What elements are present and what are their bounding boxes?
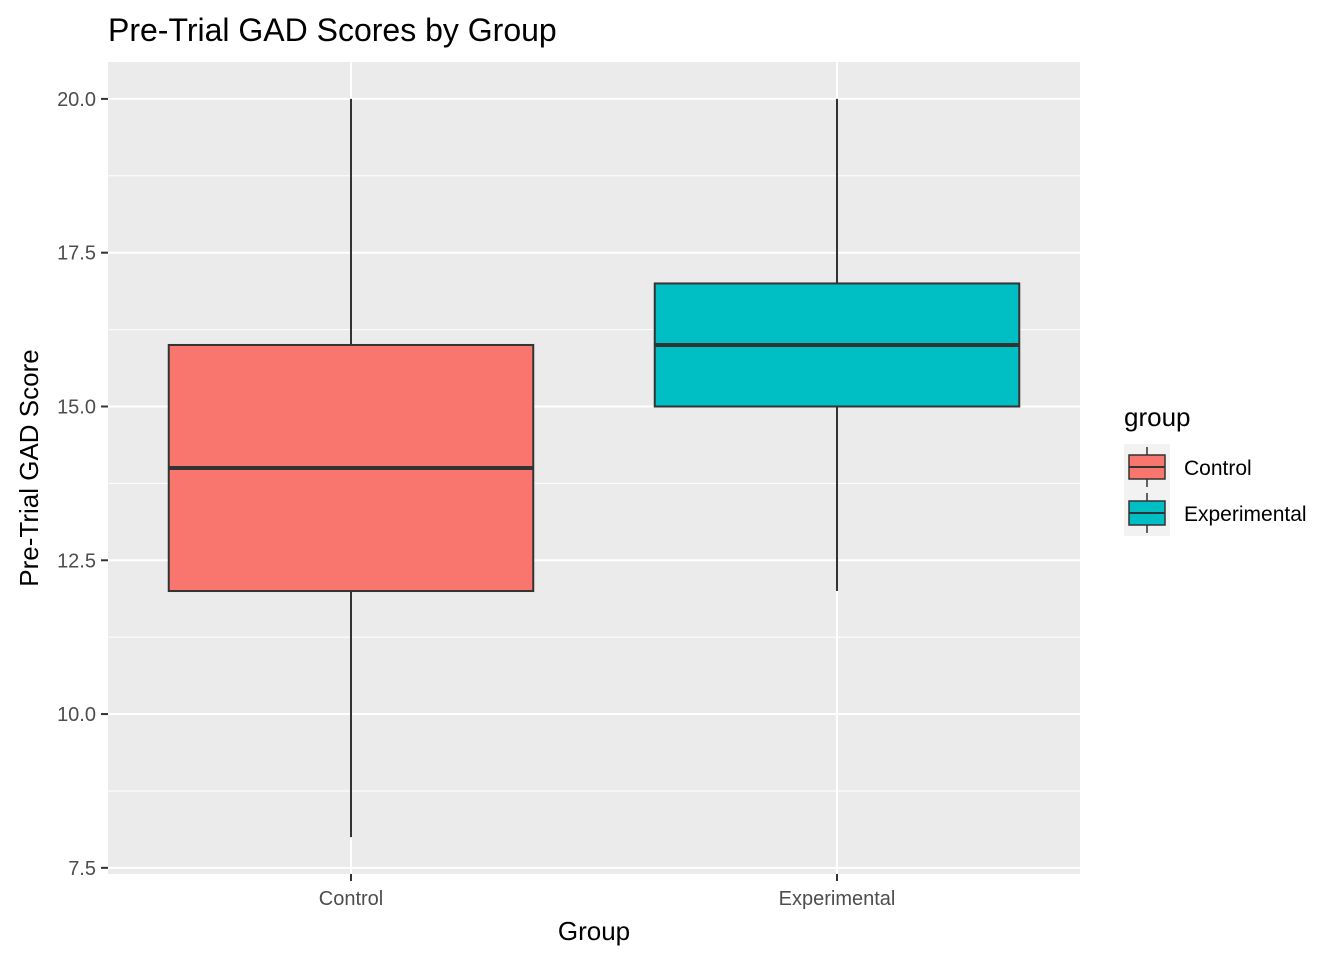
y-tick-label: 15.0 (57, 396, 96, 418)
x-tick-label: Control (319, 888, 383, 910)
x-tick-label: Experimental (779, 888, 896, 910)
legend-title: group (1124, 402, 1191, 432)
y-tick-label: 17.5 (57, 243, 96, 265)
y-tick-label: 7.5 (68, 858, 96, 880)
y-tick-label: 10.0 (57, 704, 96, 726)
box-experimental (653, 98, 1021, 592)
legend-entries: Control Experimental (1124, 444, 1307, 536)
y-tick-label: 12.5 (57, 550, 96, 572)
chart-title: Pre-Trial GAD Scores by Group (108, 12, 557, 48)
legend-label: Control (1184, 457, 1252, 480)
boxes (167, 98, 1021, 838)
y-axis: 7.5 10.0 12.5 15.0 17.5 20.0 (57, 89, 108, 880)
legend-item-experimental: Experimental (1128, 493, 1307, 533)
legend-label: Experimental (1184, 503, 1307, 526)
y-axis-title: Pre-Trial GAD Score (14, 349, 44, 586)
legend-item-control: Control (1128, 447, 1252, 487)
y-tick-label: 20.0 (57, 89, 96, 111)
x-axis-title: Group (558, 916, 630, 946)
box-control (167, 98, 535, 838)
x-axis: Control Experimental (319, 874, 896, 910)
legend: group Control Experimental (1124, 402, 1307, 536)
